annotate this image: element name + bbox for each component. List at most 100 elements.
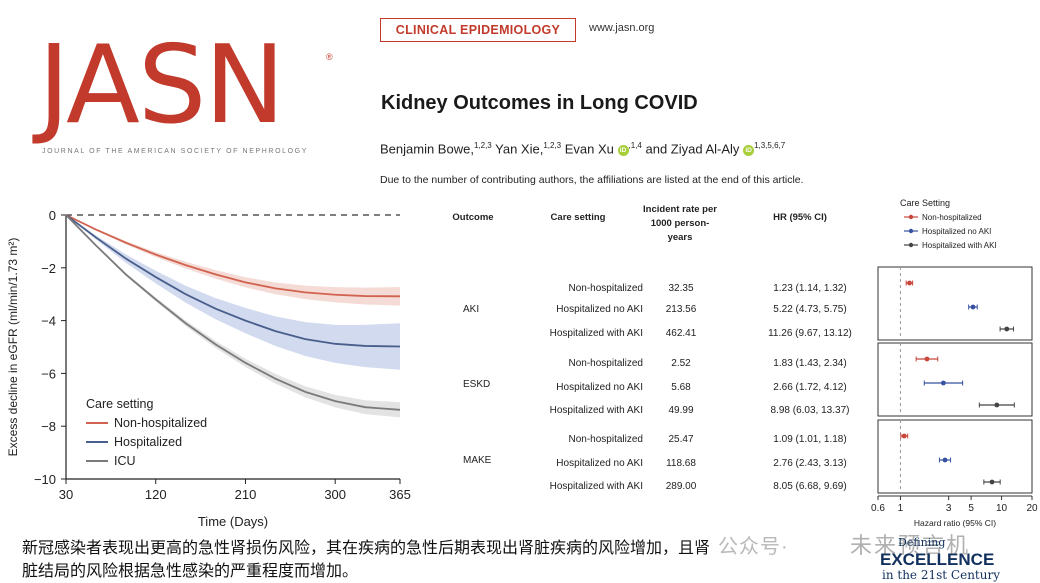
- confidence-band: [66, 215, 400, 370]
- x-tick-label: 120: [145, 487, 167, 502]
- x-tick-label: 365: [389, 487, 411, 502]
- author-affiliation-sup: ,1,4: [628, 141, 642, 150]
- y-tick-label: −4: [41, 314, 56, 329]
- website-link[interactable]: www.jasn.org: [589, 22, 655, 34]
- forest-panel: [877, 266, 1033, 341]
- table-column-header: Outcome: [452, 212, 494, 223]
- affiliation-note: Due to the number of contributing author…: [380, 174, 804, 186]
- legend-label: Hospitalized: [114, 435, 182, 449]
- author-affiliation-sup: 1,2,3: [473, 141, 492, 150]
- forest-legend-dot: [908, 214, 914, 220]
- forest-point: [901, 433, 907, 439]
- forest-legend-label: Non-hospitalized: [922, 213, 982, 222]
- table-outcome-cell: AKI: [463, 304, 480, 315]
- section-badge: CLINICAL EPIDEMIOLOGY: [380, 18, 576, 42]
- y-tick-label: −6: [41, 366, 56, 381]
- author-name: Evan Xu: [564, 141, 614, 157]
- table-setting-cell: Hospitalized no AKI: [556, 382, 643, 393]
- va-defining-text: Defining: [898, 536, 946, 549]
- author-list: Benjamin Bowe,1,2,3 Yan Xie,1,2,3 Evan X…: [380, 141, 786, 157]
- table-hr-cell: 2.76 (2.43, 3.13): [773, 458, 847, 469]
- forest-legend-dot: [908, 228, 914, 234]
- table-column-header: Care setting: [550, 212, 606, 223]
- forest-x-tick-label: 5: [968, 503, 974, 514]
- table-hr-cell: 8.05 (6.68, 9.69): [773, 481, 847, 492]
- table-rate-cell: 213.56: [665, 304, 697, 315]
- forest-point: [942, 457, 948, 463]
- table-column-header: Incident rate per 1000 person-years: [643, 204, 717, 243]
- x-tick-label: 210: [235, 487, 257, 502]
- figure-caption: 新冠感染者表现出更高的急性肾损伤风险，其在疾病的急性后期表现出肾脏疾病的风险增加…: [22, 540, 711, 580]
- forest-point: [924, 356, 930, 362]
- author-name: Yan Xie,: [495, 141, 544, 157]
- table-hr-cell: 2.66 (1.72, 4.12): [773, 382, 847, 393]
- legend-title: Care setting: [86, 397, 153, 411]
- legend-label: ICU: [114, 454, 136, 468]
- forest-legend-label: Hospitalized no AKI: [922, 227, 991, 236]
- forest-point: [994, 402, 1000, 408]
- forest-point: [941, 380, 946, 386]
- va-century-text: in the 21st Century: [882, 568, 1000, 582]
- table-rate-cell: 462.41: [665, 328, 697, 339]
- author-affiliation-sup: 1,3,5,6,7: [754, 141, 786, 150]
- table-setting-cell: Non-hospitalized: [568, 434, 644, 445]
- table-rate-cell: 5.68: [671, 382, 691, 393]
- y-tick-label: −8: [41, 419, 56, 434]
- forest-x-tick-label: 10: [996, 503, 1008, 514]
- watermark-text: 未来预言机: [850, 533, 971, 558]
- registered-mark: ®: [326, 52, 333, 62]
- forest-legend-title: Care Setting: [900, 198, 950, 208]
- table-rate-cell: 289.00: [665, 481, 697, 492]
- table-hr-cell: 1.09 (1.01, 1.18): [773, 434, 847, 445]
- table-outcome-cell: MAKE: [463, 455, 492, 466]
- forest-point: [970, 304, 976, 310]
- table-column-header: HR (95% CI): [773, 212, 827, 223]
- x-tick-label: 30: [59, 487, 73, 502]
- va-excellence-text: EXCELLENCE: [880, 550, 995, 569]
- table-setting-cell: Non-hospitalized: [568, 283, 644, 294]
- table-rate-cell: 49.99: [668, 405, 694, 416]
- table-rate-cell: 118.68: [666, 458, 696, 469]
- journal-subtitle: JOURNAL OF THE AMERICAN SOCIETY OF NEPHR…: [42, 148, 308, 155]
- forest-x-tick-label: 1: [898, 503, 904, 514]
- series-line: [65, 214, 401, 411]
- y-axis-label: Excess decline in eGFR (ml/min/1.73 m²): [6, 238, 20, 457]
- table-hr-cell: 8.98 (6.03, 13.37): [770, 405, 850, 416]
- orcid-icon[interactable]: iD: [743, 145, 755, 157]
- watermark-text: 公众号·: [718, 536, 789, 558]
- confidence-band: [66, 215, 400, 306]
- series-line: [65, 214, 401, 298]
- forest-panel: [877, 419, 1033, 494]
- author-name: and Ziyad Al-Aly: [645, 141, 740, 157]
- forest-x-tick-label: 3: [946, 503, 952, 514]
- forest-point: [907, 280, 912, 286]
- x-axis-label: Time (Days): [198, 514, 268, 529]
- forest-plot: Care Setting Non-hospitalized Hospitalized…: [871, 198, 1038, 528]
- table-setting-cell: Hospitalized with AKI: [549, 328, 643, 339]
- table-setting-cell: Non-hospitalized: [568, 358, 644, 369]
- table-hr-cell: 11.26 (9.67, 13.12): [768, 328, 852, 339]
- series-line: [65, 214, 401, 348]
- forest-legend-label: Hospitalized with AKI: [922, 241, 997, 250]
- table-rate-cell: 25.47: [668, 434, 694, 445]
- table-hr-cell: 5.22 (4.73, 5.75): [773, 304, 847, 315]
- table-setting-cell: Hospitalized no AKI: [556, 458, 643, 469]
- orcid-icon[interactable]: iD: [617, 145, 629, 157]
- forest-x-axis-label: Hazard ratio (95% CI): [914, 518, 996, 528]
- forest-x-tick-label: 0.6: [871, 503, 885, 514]
- forest-x-tick-label: 20: [1026, 503, 1038, 514]
- table-outcome-cell: ESKD: [463, 379, 491, 390]
- y-tick-label: −2: [41, 261, 56, 276]
- author-name: Benjamin Bowe,: [380, 141, 474, 157]
- journal-logo: JASN: [38, 23, 285, 148]
- paper-title: Kidney Outcomes in Long COVID: [381, 92, 698, 114]
- x-tick-label: 300: [324, 487, 346, 502]
- table-hr-cell: 1.23 (1.14, 1.32): [773, 283, 847, 294]
- table-setting-cell: Hospitalized with AKI: [549, 405, 643, 416]
- y-tick-label: 0: [49, 208, 56, 223]
- forest-panel: [877, 342, 1033, 417]
- table-rate-cell: 2.52: [671, 358, 691, 369]
- table-setting-cell: Hospitalized no AKI: [556, 304, 643, 315]
- author-affiliation-sup: 1,2,3: [543, 141, 562, 150]
